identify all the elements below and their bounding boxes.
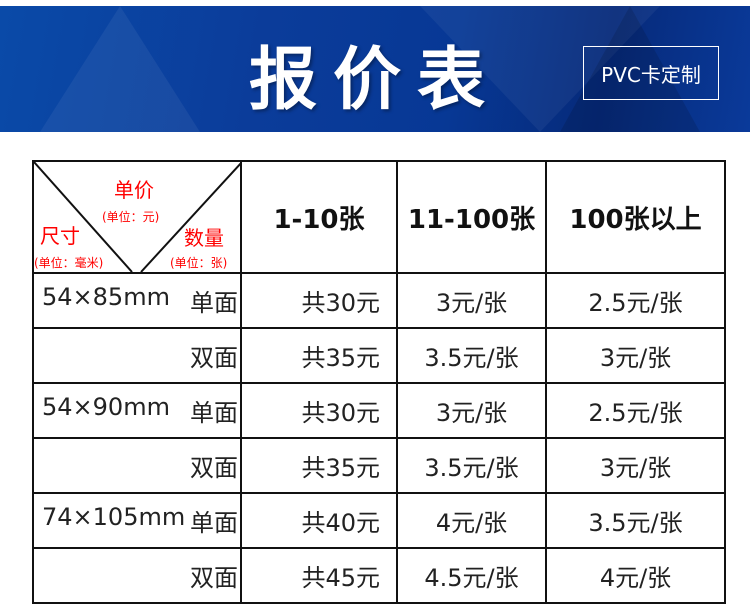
size-value: 74×105mm [42, 503, 186, 531]
diagonal-lines [34, 162, 242, 272]
size-value: 54×90mm [42, 393, 170, 421]
page-title: 报价表 [248, 41, 501, 120]
size-cell: 54×90mm 单面 [32, 382, 242, 439]
price-1-10: 共30元 [240, 382, 398, 439]
header-1-10: 1-10张 [240, 160, 398, 274]
price-label: 单价 [114, 178, 154, 202]
side-value: 双面 [190, 564, 238, 592]
size-cell: 双面 [32, 437, 242, 494]
header-100-plus: 100张以上 [545, 160, 726, 274]
table-row: 双面 共35元 3.5元/张 3元/张 [32, 327, 726, 384]
table-row: 74×105mm 单面 共40元 4元/张 3.5元/张 [32, 492, 726, 549]
qty-label: 数量 [184, 226, 224, 250]
price-11-100: 3元/张 [396, 382, 547, 439]
side-value: 双面 [190, 454, 238, 482]
price-1-10: 共35元 [240, 437, 398, 494]
size-cell: 双面 [32, 327, 242, 384]
price-1-10: 共40元 [240, 492, 398, 549]
pvc-tag: PVC卡定制 [583, 46, 719, 100]
price-unit: (单位：元) [102, 210, 160, 224]
side-value: 单面 [190, 399, 238, 427]
qty-unit: (单位：张) [170, 256, 228, 270]
banner: 报价表 PVC卡定制 [0, 6, 750, 132]
table-row: 双面 共35元 3.5元/张 3元/张 [32, 437, 726, 494]
table-row: 54×85mm 单面 共30元 3元/张 2.5元/张 [32, 272, 726, 329]
side-value: 双面 [190, 344, 238, 372]
price-1-10: 共30元 [240, 272, 398, 329]
table-row: 双面 共45元 4.5元/张 4元/张 [32, 547, 726, 604]
price-100-plus: 3.5元/张 [545, 492, 726, 549]
header-11-100: 11-100张 [396, 160, 547, 274]
price-11-100: 4元/张 [396, 492, 547, 549]
price-100-plus: 3元/张 [545, 327, 726, 384]
price-100-plus: 4元/张 [545, 547, 726, 604]
side-value: 单面 [190, 509, 238, 537]
price-11-100: 3元/张 [396, 272, 547, 329]
size-cell: 双面 [32, 547, 242, 604]
price-100-plus: 2.5元/张 [545, 382, 726, 439]
table-row: 54×90mm 单面 共30元 3元/张 2.5元/张 [32, 382, 726, 439]
corner-cell: 单价 (单位：元) 尺寸 (单位：毫米) 数量 (单位：张) [32, 160, 242, 274]
price-table: 单价 (单位：元) 尺寸 (单位：毫米) 数量 (单位：张) 1-10张 11-… [32, 160, 726, 604]
price-100-plus: 3元/张 [545, 437, 726, 494]
size-unit: (单位：毫米) [34, 256, 104, 270]
price-100-plus: 2.5元/张 [545, 272, 726, 329]
price-1-10: 共35元 [240, 327, 398, 384]
side-value: 单面 [190, 289, 238, 317]
size-cell: 74×105mm 单面 [32, 492, 242, 549]
size-cell: 54×85mm 单面 [32, 272, 242, 329]
price-11-100: 4.5元/张 [396, 547, 547, 604]
price-11-100: 3.5元/张 [396, 437, 547, 494]
price-1-10: 共45元 [240, 547, 398, 604]
size-value: 54×85mm [42, 283, 170, 311]
size-label: 尺寸 [40, 224, 80, 248]
price-11-100: 3.5元/张 [396, 327, 547, 384]
header-row: 单价 (单位：元) 尺寸 (单位：毫米) 数量 (单位：张) 1-10张 11-… [32, 160, 726, 274]
